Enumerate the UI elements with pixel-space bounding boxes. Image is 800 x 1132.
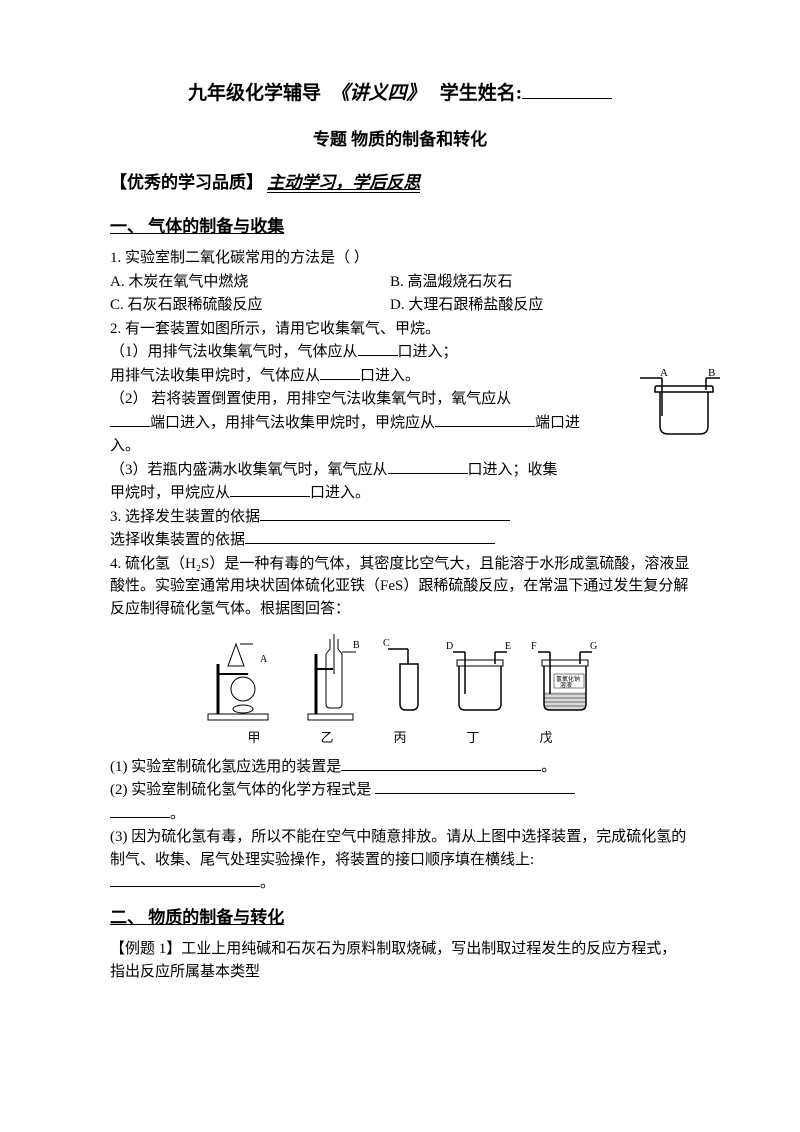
- q2-p3b: 口进入；收集: [468, 462, 558, 478]
- q2-p2d: 入。: [110, 438, 140, 454]
- course-name: 九年级化学辅导: [188, 83, 321, 104]
- blank[interactable]: [230, 496, 310, 497]
- apparatus-labels: 甲 乙 丙 丁 戊: [110, 728, 690, 748]
- q2-p2b: 端口进入，用排气法收集甲烷时，甲烷应从: [150, 415, 435, 431]
- q4-stem: 4. 硫化氢（H₂S）是一种有毒的气体，其密度比空气大，且能溶于水形成氢硫酸，溶…: [110, 553, 690, 621]
- blank[interactable]: [341, 770, 541, 771]
- blank[interactable]: [358, 355, 398, 356]
- svg-text:氢氧化钠: 氢氧化钠: [556, 675, 580, 683]
- q2-p1a: （1）用排气法收集氧气时，气体应从: [110, 344, 358, 360]
- q4-p3b: 。: [260, 875, 275, 891]
- apparatus-ding: D E: [443, 634, 518, 724]
- bottle-ab-figure: A B: [640, 366, 720, 446]
- blank[interactable]: [388, 473, 468, 474]
- example-1: 【例题 1】工业上用纯碱和石灰石为原料制取烧碱，写出制取过程发生的反应方程式，指…: [110, 938, 690, 983]
- apparatus-bing: C: [378, 634, 433, 724]
- apparatus-jia: A: [198, 634, 288, 724]
- blank[interactable]: [245, 543, 495, 544]
- q2-p2-block: （2） 若将装置倒置使用，用排空气法收集氧气时，氧气应从 端口进入，用排气法收集…: [110, 388, 600, 505]
- q1-options-row1: A. 木炭在氧气中燃烧 B. 高温煅烧石灰石: [110, 271, 690, 294]
- q4-p3-blank: 。: [110, 872, 690, 895]
- blank[interactable]: [110, 886, 260, 887]
- q2-p1c: 用排气法收集甲烷时，气体应从: [110, 368, 320, 384]
- q4-p2b: 。: [170, 806, 185, 822]
- q1-optA: A. 木炭在氧气中燃烧: [110, 271, 390, 294]
- label-jia: 甲: [247, 728, 260, 748]
- label-yi: 乙: [320, 728, 333, 748]
- q2-p2a: （2） 若将装置倒置使用，用排空气法收集氧气时，氧气应从: [110, 391, 511, 407]
- q1-optD: D. 大理石跟稀盐酸反应: [390, 294, 543, 317]
- blank[interactable]: [260, 520, 510, 521]
- q1-stem: 1. 实验室制二氧化碳常用的方法是（ ）: [110, 247, 690, 270]
- q4-p1: (1) 实验室制硫化氢应选用的装置是 。: [110, 756, 690, 779]
- blank[interactable]: [320, 379, 360, 380]
- q2-p1b: 口进入；: [398, 344, 458, 360]
- label-bing: 丙: [393, 728, 406, 748]
- q1-optC: C. 石灰石跟稀硫酸反应: [110, 294, 390, 317]
- q4-p3: (3) 因为硫化氢有毒，所以不能在空气中随意排放。请从上图中选择装置，完成硫化氢…: [110, 826, 690, 871]
- q4-p1a: (1) 实验室制硫化氢应选用的装置是: [110, 759, 341, 775]
- q1-optB: B. 高温煅烧石灰石: [390, 271, 513, 294]
- svg-text:G: G: [590, 641, 597, 652]
- apparatus-yi: B: [298, 634, 368, 724]
- quality-label: 【优秀的学习品质】: [110, 173, 263, 192]
- q4-p2-end: 。: [110, 803, 690, 826]
- q3-l2: 选择收集装置的依据: [110, 532, 245, 548]
- svg-text:E: E: [505, 641, 511, 652]
- blank[interactable]: [110, 817, 170, 818]
- q2-stem: 2. 有一套装置如图所示，请用它收集氧气、甲烷。: [110, 318, 690, 341]
- lecture-number: 《讲义四》: [330, 83, 425, 104]
- quality-motto: 主动学习，学后反思: [267, 173, 420, 193]
- q2-p1d: 口进入。: [360, 368, 420, 384]
- svg-text:F: F: [531, 641, 537, 652]
- apparatus-wu: F G 氢氧化钠 溶液: [528, 634, 603, 724]
- q3-line1: 3. 选择发生装置的依据: [110, 506, 690, 529]
- label-wu: 戊: [540, 728, 553, 748]
- student-name-blank[interactable]: [522, 98, 612, 99]
- apparatus-diagram-row: A B C D E F G: [110, 634, 690, 724]
- section-1-title: 一、 气体的制备与收集: [110, 214, 690, 240]
- blank[interactable]: [435, 426, 535, 427]
- label-ding: 丁: [467, 728, 480, 748]
- q2-p1-line1: （1）用排气法收集氧气时，气体应从 口进入；: [110, 341, 690, 364]
- label-b: B: [708, 367, 715, 379]
- q2-p3c: 甲烷时，甲烷应从: [110, 485, 230, 501]
- svg-text:溶液: 溶液: [560, 681, 572, 689]
- q2-p3d: 口进入。: [310, 485, 370, 501]
- q4-p2a: (2) 实验室制硫化氢气体的化学方程式是: [110, 782, 371, 798]
- svg-text:A: A: [260, 654, 268, 665]
- ex1-text: 【例题 1】工业上用纯碱和石灰石为原料制取烧碱，写出制取过程发生的反应方程式，指…: [110, 941, 676, 980]
- svg-text:D: D: [446, 641, 453, 652]
- q2-p2c: 端口进: [535, 415, 580, 431]
- page-title: 九年级化学辅导 《讲义四》 学生姓名:: [110, 80, 690, 109]
- blank[interactable]: [110, 426, 150, 427]
- student-name-label: 学生姓名:: [440, 83, 522, 104]
- q3-l1: 3. 选择发生装置的依据: [110, 509, 260, 525]
- q2-p3a: （3）若瓶内盛满水收集氧气时，氧气应从: [110, 462, 388, 478]
- section-2-title: 二、 物质的制备与转化: [110, 905, 690, 931]
- quality-line: 【优秀的学习品质】 主动学习，学后反思: [110, 170, 690, 196]
- q3-line2: 选择收集装置的依据: [110, 529, 690, 552]
- q1-options-row2: C. 石灰石跟稀硫酸反应 D. 大理石跟稀盐酸反应: [110, 294, 690, 317]
- q2-block: 2. 有一套装置如图所示，请用它收集氧气、甲烷。 （1）用排气法收集氧气时，气体…: [110, 318, 690, 505]
- q4-p2: (2) 实验室制硫化氢气体的化学方程式是: [110, 779, 690, 802]
- q4-p1b: 。: [541, 759, 556, 775]
- svg-text:C: C: [383, 638, 390, 649]
- svg-text:B: B: [353, 640, 360, 651]
- q2-p1-line2: 用排气法收集甲烷时，气体应从 口进入。: [110, 365, 690, 388]
- label-a: A: [660, 367, 668, 379]
- blank[interactable]: [375, 793, 575, 794]
- topic-subtitle: 专题 物质的制备和转化: [110, 127, 690, 153]
